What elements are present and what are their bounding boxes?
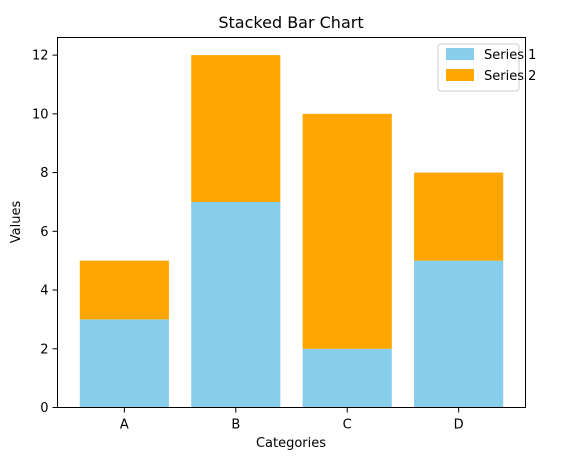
- legend-swatch-series-2: [446, 69, 474, 81]
- bar-series-2-c: [302, 113, 392, 349]
- x-tick-label: A: [120, 418, 129, 433]
- y-tick-label: 2: [40, 342, 48, 357]
- bar-series-1-a: [79, 319, 169, 408]
- y-tick-label: 4: [40, 284, 48, 299]
- x-tick-label: D: [454, 418, 464, 433]
- plot-area-frame: [57, 37, 526, 408]
- y-axis-ticks: 0 2 4 6 8 10 12: [32, 49, 58, 416]
- legend-label-series-1: Series 1: [484, 48, 536, 63]
- y-tick-label: 12: [32, 49, 49, 64]
- chart-title: Stacked Bar Chart: [218, 13, 363, 32]
- y-axis-label: Values: [9, 201, 24, 244]
- y-tick-label: 6: [40, 225, 48, 240]
- legend-swatch-series-1: [446, 48, 474, 60]
- bar-series-1-b: [191, 201, 281, 408]
- bar-series-2-d: [414, 172, 504, 261]
- x-axis-label: Categories: [256, 436, 326, 451]
- x-axis-ticks: A B C D: [120, 407, 464, 433]
- bars-layer: [79, 55, 504, 408]
- legend-label-series-2: Series 2: [484, 69, 536, 84]
- legend: Series 1 Series 2: [437, 43, 536, 92]
- x-tick-label: C: [343, 418, 352, 433]
- y-tick-label: 10: [32, 107, 49, 122]
- bar-series-2-b: [191, 55, 281, 202]
- x-tick-label: B: [231, 418, 240, 433]
- bar-series-1-c: [302, 348, 392, 408]
- bar-series-2-a: [79, 260, 169, 320]
- y-tick-label: 8: [40, 166, 48, 181]
- bar-series-1-d: [414, 260, 504, 408]
- y-tick-label: 0: [40, 401, 48, 416]
